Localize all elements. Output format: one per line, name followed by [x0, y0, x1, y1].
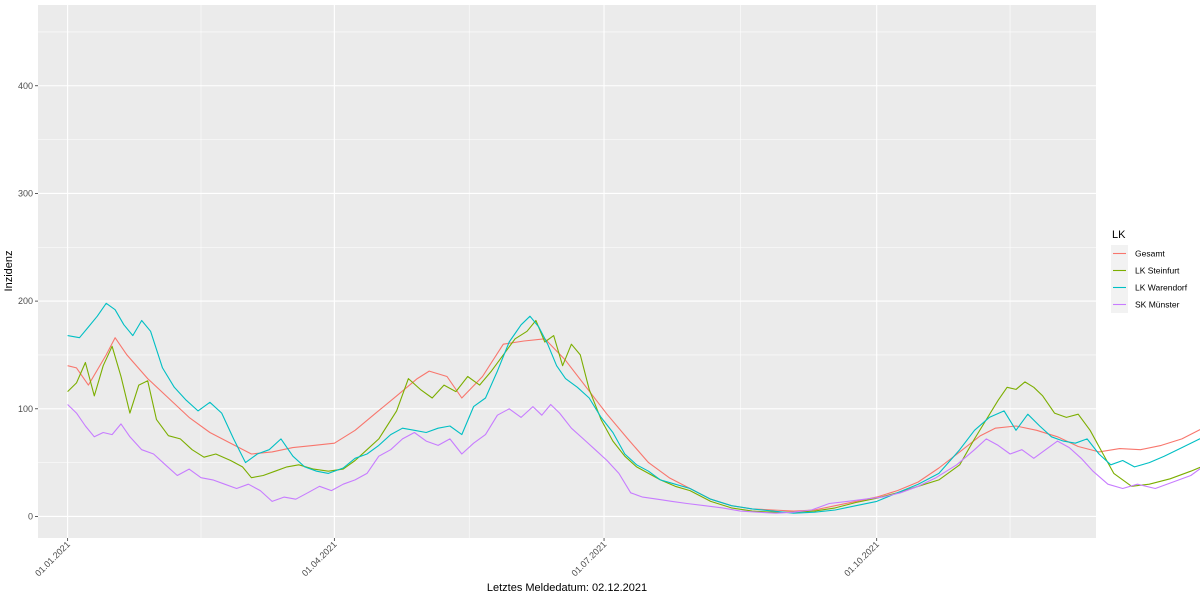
x-axis: 01.01.2021 01.04.2021 01.07.2021 01.10.2021: [33, 538, 881, 578]
y-tick-label: 200: [18, 296, 33, 306]
y-tick-label: 400: [18, 81, 33, 91]
series-line-lk-warendorf: [67, 302, 1200, 514]
y-axis: 0 100 200 300 400: [18, 81, 38, 521]
grid-minor: [38, 5, 1096, 538]
y-axis-title: Inzidenz: [3, 251, 15, 292]
grid-major: [38, 5, 1096, 538]
x-tick-label: 01.04.2021: [300, 539, 339, 578]
series-lines: [67, 302, 1200, 514]
legend-items: Gesamt LK Steinfurt LK Warendorf SK Münster: [1111, 245, 1188, 313]
plot-panel-background: [38, 5, 1096, 538]
y-tick-label: 0: [28, 511, 33, 521]
series-line-lk-steinfurt: [67, 319, 1200, 513]
series-line-sk-m-nster: [67, 403, 1200, 514]
legend-label-sk-m-nster: SK Münster: [1135, 300, 1180, 310]
y-tick-label: 300: [18, 188, 33, 198]
legend-label-gesamt: Gesamt: [1135, 249, 1165, 259]
legend: LK Gesamt LK Steinfurt LK Warendorf SK Müns…: [1111, 229, 1188, 313]
legend-label-lk-warendorf: LK Warendorf: [1135, 283, 1188, 293]
x-tick-label: 01.07.2021: [570, 539, 609, 578]
x-tick-label: 01.01.2021: [33, 539, 72, 578]
x-tick-label: 01.10.2021: [842, 539, 881, 578]
legend-label-lk-steinfurt: LK Steinfurt: [1135, 266, 1180, 276]
y-tick-label: 100: [18, 404, 33, 414]
x-axis-title: Letztes Meldedatum: 02.12.2021: [487, 582, 647, 594]
legend-title: LK: [1112, 229, 1126, 241]
